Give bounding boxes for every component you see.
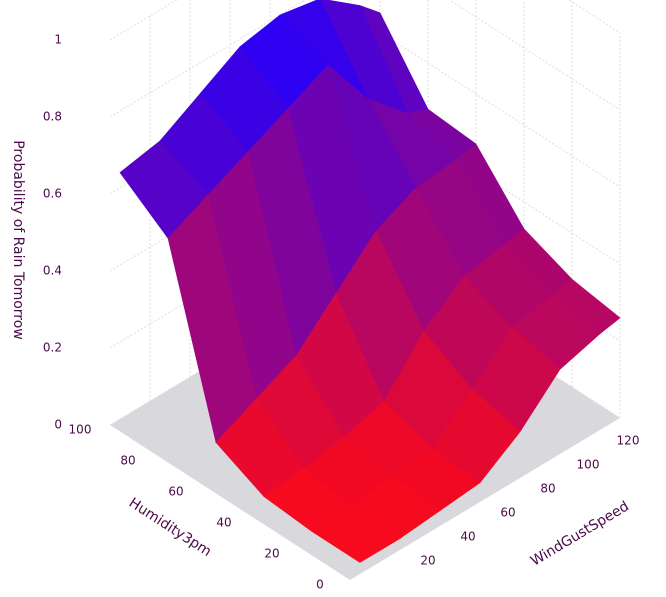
y-axis-title: WindGustSpeed [528, 498, 632, 569]
x-axis-title: Humidity3pm [126, 495, 214, 560]
z-axis-title: Probability of Rain Tomorrow [10, 140, 26, 340]
x-tick-label: 100 [69, 423, 92, 437]
x-tick-label: 60 [168, 485, 183, 499]
x-tick-label: 40 [216, 516, 231, 530]
x-tick-label: 0 [316, 578, 324, 592]
z-tick-label: 0.4 [43, 264, 62, 278]
y-tick-label: 80 [540, 482, 555, 496]
z-tick-label: 0.8 [43, 110, 62, 124]
x-tick-label: 80 [120, 454, 135, 468]
z-tick-label: 0 [54, 418, 62, 432]
surface-cell [311, 507, 401, 563]
y-tick-label: 60 [500, 506, 515, 520]
grid-line [109, 0, 621, 118]
z-tick-label: 0.6 [43, 187, 62, 201]
y-tick-label: 100 [577, 458, 600, 472]
x-tick-label: 20 [264, 547, 279, 561]
y-tick-label: 40 [460, 530, 475, 544]
z-tick-label: 0.2 [43, 341, 62, 355]
z-tick-label: 1 [54, 33, 62, 47]
y-tick-label: 120 [617, 434, 640, 448]
surface [119, 0, 621, 563]
y-tick-label: 20 [420, 554, 435, 568]
